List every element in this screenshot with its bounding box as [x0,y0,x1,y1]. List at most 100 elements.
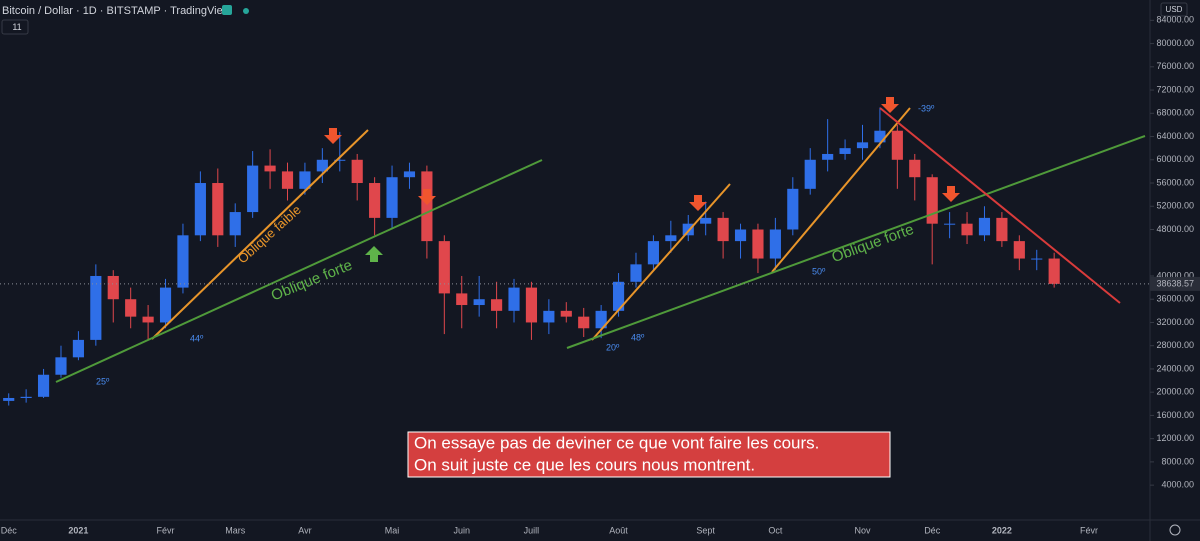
candle-body [612,281,625,311]
candle-body [804,159,816,189]
y-tick-label: 8000.00 [1161,456,1194,466]
y-tick-label: 4000.00 [1161,480,1194,490]
candle-body [647,241,659,265]
y-tick-label: 40000.00 [1156,270,1194,280]
candle-body [55,357,67,375]
badge[interactable] [1,19,29,35]
x-tick-label: 2022 [992,525,1012,535]
candle-body [3,397,15,401]
arrows [324,97,960,262]
x-tick-label: Mars [225,525,245,535]
candle-body [944,223,956,225]
angle-label: 25º [96,376,110,386]
y-tick-label: 32000.00 [1156,317,1194,327]
candle-body [578,316,590,329]
candle-body [682,223,694,236]
candle-body [822,153,834,160]
candle-body [107,275,119,300]
candle-body [351,159,363,184]
y-tick-label: 20000.00 [1156,387,1194,397]
drawings [55,107,1146,383]
y-tick-label: 84000.00 [1156,15,1194,25]
candle-body [159,287,172,323]
candle-body [316,159,328,172]
candle-body [630,264,642,282]
status-dot [243,8,249,14]
candle-body [926,177,938,224]
badge-text: 11 [12,22,21,32]
candle-body [543,310,555,323]
y-tick-label: 52000.00 [1156,201,1194,211]
y-tick-label: 60000.00 [1156,154,1194,164]
angle-label: 44º [190,333,204,343]
currency-label: USD [1166,5,1183,14]
candle-body [386,177,398,218]
strong-line [55,159,543,383]
angle-label: 20º [606,342,620,352]
last-price-label: 38638.57 [1156,278,1194,288]
weak-line [151,129,369,340]
last-price-box [1150,276,1200,291]
down-arrow [324,128,342,144]
symbol-title: Bitcoin / Dollar · 1D · BITSTAMP · Tradi… [2,5,231,17]
weak-line [771,107,911,273]
candle-body [264,165,276,172]
candle-body [891,130,903,160]
y-tick-label: 48000.00 [1156,224,1194,234]
x-tick-label: Févr [157,525,175,535]
candle-body [560,310,572,317]
down-arrow [881,97,899,113]
candle-body [299,171,311,189]
currency-button[interactable] [1160,2,1188,17]
candle-body [369,183,381,218]
y-tick-label: 12000.00 [1156,433,1194,443]
candle-body [194,183,206,236]
x-tick-label: Oct [768,525,783,535]
candle-body [700,217,712,224]
settings-icon[interactable] [1169,524,1181,536]
candle-body [37,374,50,397]
candle-body [525,287,538,323]
y-tick-label: 24000.00 [1156,363,1194,373]
x-tick-label: 2021 [68,525,88,535]
x-tick-label: Août [609,525,628,535]
candle-body [177,235,189,288]
candle-body [334,159,346,161]
x-tick-label: Nov [854,525,871,535]
angle-label: -39º [918,103,935,113]
angle-label: 50º [812,266,826,276]
candle-body [978,217,991,236]
candle-body [856,142,869,149]
y-tick-label: 36000.00 [1156,294,1194,304]
candle-body [508,287,520,311]
candle-body [665,235,677,242]
candle-body [874,130,886,143]
candle-body [20,396,32,398]
y-tick-label: 80000.00 [1156,38,1194,48]
candle-body [421,171,433,242]
candle-body [1013,241,1025,259]
candle-body [839,148,851,154]
candle-body [438,241,450,294]
plot [3,107,1060,406]
candle-body [281,171,294,189]
candle-body [1031,258,1043,260]
y-tick-label: 76000.00 [1156,61,1194,71]
candle-body [456,293,468,306]
down-line [879,107,1121,304]
candle-body [752,229,764,259]
down-arrow [689,195,707,211]
candle-body [491,299,503,311]
x-tick-label: Déc [1,525,18,535]
x-tick-label: Mai [385,525,400,535]
candle-body [403,171,416,178]
candle-body [229,212,241,236]
callout-box [407,431,891,478]
candle-body [961,223,973,236]
y-tick-label: 72000.00 [1156,84,1194,94]
candle-body [90,275,102,340]
candle-body [717,217,729,242]
down-arrow [942,186,960,202]
y-tick-label: 16000.00 [1156,410,1194,420]
